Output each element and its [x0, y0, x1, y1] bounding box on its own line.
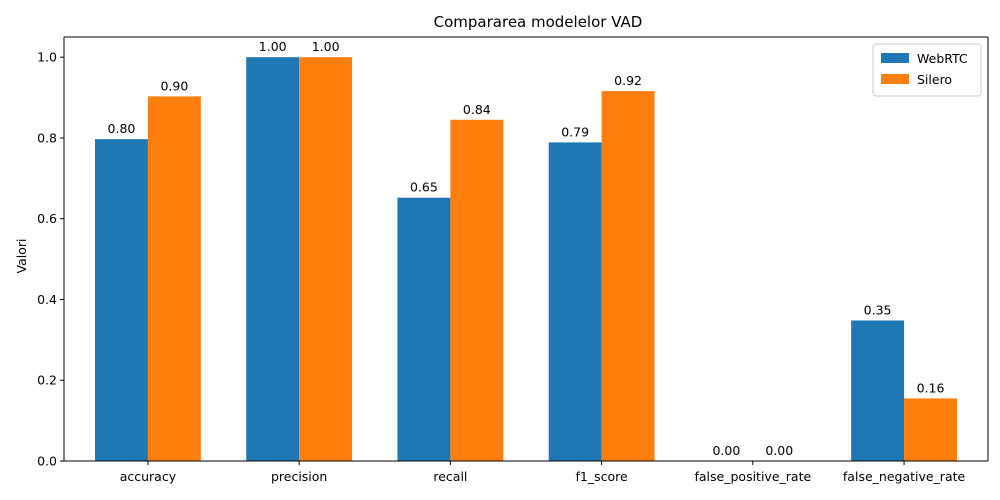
x-tick-label-f1_score: f1_score	[576, 469, 629, 484]
legend-swatch-webrtc	[881, 53, 909, 63]
data-label: 0.35	[864, 302, 892, 317]
y-tick-label: 1.0	[37, 50, 57, 65]
data-label: 0.16	[917, 380, 945, 395]
data-label: 0.65	[410, 180, 438, 195]
data-label: 0.80	[108, 121, 136, 136]
x-tick-label-accuracy: accuracy	[120, 469, 177, 484]
data-label: 0.00	[765, 443, 793, 458]
data-label: 1.00	[312, 39, 340, 54]
data-label: 1.00	[259, 39, 287, 54]
bar-webrtc-f1_score	[548, 142, 602, 461]
bar-silero-recall	[450, 119, 504, 461]
legend-label-webrtc: WebRTC	[917, 51, 968, 66]
data-label: 0.92	[614, 73, 642, 88]
legend-label-silero: Silero	[917, 72, 952, 87]
data-label: 0.90	[160, 78, 188, 93]
y-axis-label: Valori	[14, 239, 29, 274]
x-tick-label-precision: precision	[271, 469, 327, 484]
y-tick-label: 0.6	[37, 211, 57, 226]
bar-webrtc-accuracy	[95, 139, 148, 461]
legend: WebRTC Silero	[872, 43, 982, 97]
bar-silero-precision	[299, 57, 353, 461]
y-tick-label: 0.0	[37, 454, 57, 469]
x-tick-label-recall: recall	[433, 469, 467, 484]
data-label: 0.79	[561, 124, 589, 139]
x-tick-label-false_negative_rate: false_negative_rate	[843, 469, 966, 484]
y-tick-label: 0.8	[37, 130, 57, 145]
x-tick-label-false_positive_rate: false_positive_rate	[695, 469, 812, 484]
bar-silero-false_negative_rate	[904, 398, 957, 461]
data-label: 0.84	[463, 102, 491, 117]
chart-title: Compararea modelelor VAD	[434, 13, 643, 31]
series-silero: 0.90 1.00 0.84 0.92 0.00 0.16	[147, 39, 957, 462]
series-webrtc: 0.80 1.00 0.65 0.79 0.00 0.35	[95, 39, 905, 461]
y-tick-label: 0.4	[37, 292, 57, 307]
bar-silero-accuracy	[147, 96, 201, 462]
legend-swatch-silero	[881, 74, 909, 84]
plot-area: 0.80 1.00 0.65 0.79 0.00 0.35 0.90 1.00 0.84 0.92…	[37, 36, 989, 484]
bar-silero-f1_score	[601, 91, 655, 462]
bar-webrtc-precision	[246, 57, 300, 461]
y-tick-label: 0.2	[37, 373, 57, 388]
bar-webrtc-recall	[397, 197, 451, 461]
data-label: 0.00	[712, 443, 740, 458]
bar-webrtc-false_negative_rate	[851, 320, 905, 461]
